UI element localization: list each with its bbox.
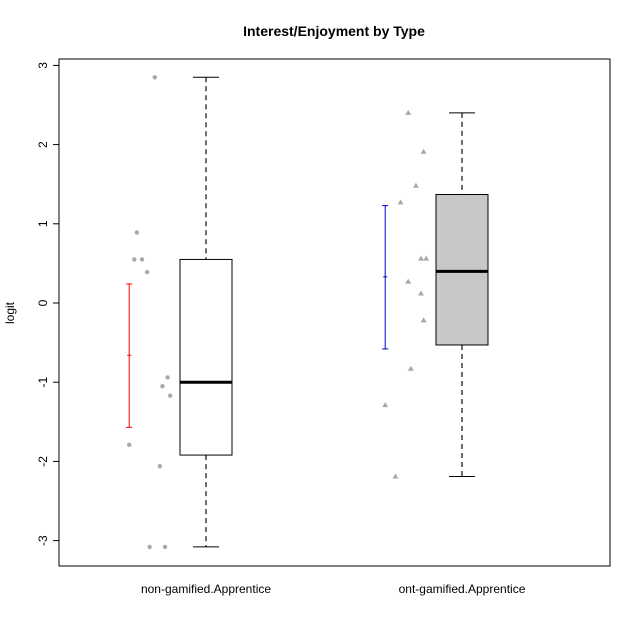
y-tick-label: -1 xyxy=(36,377,50,388)
y-axis-label: logit xyxy=(3,301,17,324)
y-tick-label: 1 xyxy=(36,220,50,227)
y-tick-label: 0 xyxy=(36,299,50,306)
data-point xyxy=(418,290,425,296)
y-tick-label: 3 xyxy=(36,62,50,69)
box-iqr xyxy=(435,193,489,346)
x-tick-label: ont-gamified.Apprentice xyxy=(399,582,526,596)
data-point xyxy=(397,199,404,205)
chart-title: Interest/Enjoyment by Type xyxy=(243,23,425,39)
box-group xyxy=(382,109,489,479)
plot-frame xyxy=(58,58,611,567)
box-group xyxy=(126,75,233,550)
data-point xyxy=(405,109,412,115)
y-tick-label: -3 xyxy=(36,535,50,546)
data-point xyxy=(127,442,132,447)
data-point xyxy=(382,402,389,408)
data-point xyxy=(132,257,137,262)
data-point xyxy=(162,544,168,550)
box-iqr xyxy=(179,258,233,456)
data-point xyxy=(144,269,150,275)
data-point xyxy=(160,383,165,389)
data-point xyxy=(418,255,425,261)
x-tick-label: non-gamified.Apprentice xyxy=(141,582,271,596)
data-point xyxy=(139,257,145,262)
data-point xyxy=(423,255,430,261)
data-point xyxy=(405,278,412,284)
data-point xyxy=(147,544,152,550)
data-point xyxy=(420,317,427,323)
data-point xyxy=(407,365,414,371)
data-point xyxy=(157,463,163,469)
data-point xyxy=(392,473,399,479)
data-point xyxy=(134,230,140,235)
data-point xyxy=(152,75,157,80)
chart-marks: 3 2 1 0 -1 -2 -3 non-gamified.Apprentice ont-gam… xyxy=(36,62,526,596)
data-point xyxy=(412,182,419,188)
data-point xyxy=(420,148,427,154)
data-point xyxy=(165,375,170,380)
y-tick-label: 2 xyxy=(36,141,50,148)
y-tick-label: -2 xyxy=(36,456,50,467)
data-point xyxy=(167,393,173,398)
